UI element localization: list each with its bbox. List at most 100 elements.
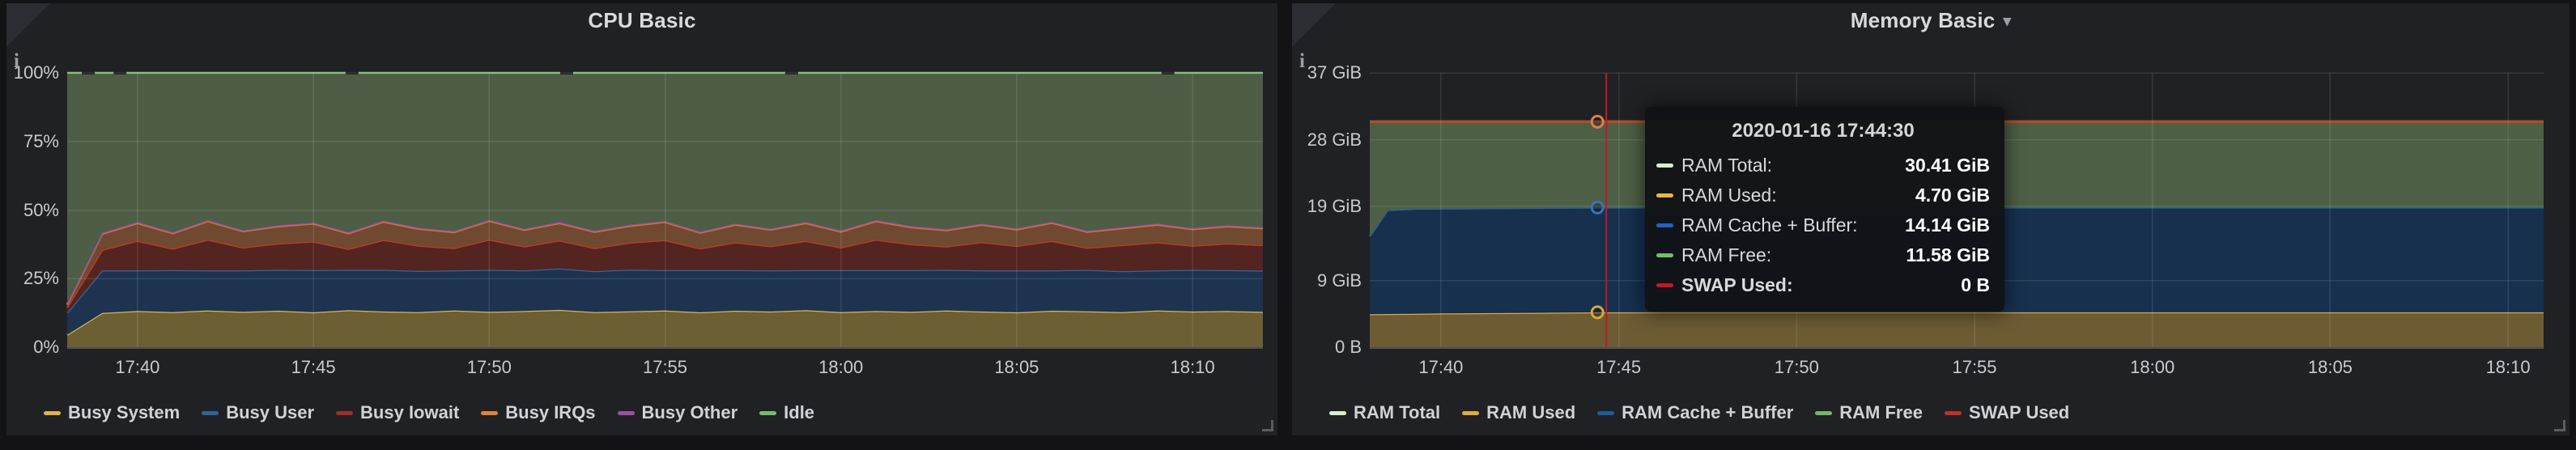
x-axis-tick-label: 18:00 xyxy=(818,357,864,377)
tooltip-series-swatch xyxy=(1656,253,1673,257)
panel-info-corner[interactable]: i xyxy=(6,3,50,72)
legend-label: RAM Cache + Buffer xyxy=(1622,402,1794,422)
legend-color-swatch xyxy=(1329,410,1346,415)
legend-item-busy-irqs[interactable]: Busy IRQs xyxy=(481,402,596,423)
cpu-chart-plot[interactable] xyxy=(6,3,1277,435)
tooltip-series-label: RAM Free: xyxy=(1681,244,1772,265)
tooltip-series-swatch xyxy=(1656,163,1673,168)
plot-areas xyxy=(66,71,1264,347)
legend-color-swatch xyxy=(336,410,354,415)
legend-item-ram-total[interactable]: RAM Total xyxy=(1329,402,1440,423)
tooltip-series-swatch xyxy=(1656,193,1673,197)
legend-color-swatch xyxy=(202,410,219,415)
panel-cpu-basic: i CPU Basic 0% 25% 50% 75% 100% 17:40 17:45 17:… xyxy=(6,3,1277,435)
info-icon: i xyxy=(1299,50,1305,72)
tooltip-row: SWAP Used: 0 B xyxy=(1656,270,1990,300)
panel-info-corner[interactable]: i xyxy=(1292,3,1336,72)
legend-label: RAM Used xyxy=(1486,402,1576,422)
y-axis-tick-label: 19 GiB xyxy=(1307,195,1362,216)
legend-label: Busy System xyxy=(68,402,181,422)
y-axis-tick-label: 0 B xyxy=(1334,337,1362,357)
legend-color-swatch xyxy=(481,410,499,415)
tooltip-row: RAM Total: 30.41 GiB xyxy=(1656,151,1990,180)
legend-item-idle[interactable]: Idle xyxy=(759,402,814,423)
tooltip-timestamp: 2020-01-16 17:44:30 xyxy=(1732,120,1915,142)
hover-points xyxy=(1590,114,1605,320)
x-axis-tick-label: 17:40 xyxy=(1418,357,1464,377)
x-axis-tick-label: 17:45 xyxy=(1596,357,1642,377)
area-ram-used xyxy=(1370,312,2544,347)
info-icon: i xyxy=(14,50,19,72)
tooltip-series-value: 4.70 GiB xyxy=(1915,185,1990,206)
area-busy-irqs xyxy=(67,221,1263,308)
y-axis-tick-label: 37 GiB xyxy=(1307,62,1362,83)
tooltip-series-value: 11.58 GiB xyxy=(1906,244,1990,265)
x-axis-tick-label: 17:55 xyxy=(1952,357,1997,377)
legend-color-swatch xyxy=(759,410,777,415)
legend-label: Busy Other xyxy=(641,402,738,422)
y-axis-tick-label: 50% xyxy=(23,199,59,220)
legend-item-ram-used[interactable]: RAM Used xyxy=(1462,402,1575,423)
legend-item-ram-cache-buffer[interactable]: RAM Cache + Buffer xyxy=(1597,402,1793,423)
tooltip-row: RAM Used: 4.70 GiB xyxy=(1656,180,1990,210)
panel-title-text: Memory Basic xyxy=(1850,8,1996,32)
legend-item-busy-user[interactable]: Busy User xyxy=(202,402,314,423)
x-axis-tick-label: 17:45 xyxy=(291,357,336,377)
x-axis-tick-label: 17:50 xyxy=(1774,357,1819,377)
legend-item-busy-other[interactable]: Busy Other xyxy=(617,402,738,423)
legend-item-ram-free[interactable]: RAM Free xyxy=(1815,402,1923,423)
y-axis-tick-label: 75% xyxy=(23,130,59,151)
legend-color-swatch xyxy=(1462,410,1480,415)
legend-item-swap-used[interactable]: SWAP Used xyxy=(1944,402,2070,423)
panel-title[interactable]: Memory Basic ▾ xyxy=(1292,8,2570,33)
tooltip-row: RAM Cache + Buffer: 14.14 GiB xyxy=(1656,210,1990,240)
chevron-down-icon: ▾ xyxy=(2003,13,2012,30)
y-axis-tick-label: 0% xyxy=(33,337,59,357)
legend-item-busy-iowait[interactable]: Busy Iowait xyxy=(336,402,459,423)
area-busy-user xyxy=(67,268,1263,335)
tooltip-series-label: RAM Used: xyxy=(1681,185,1777,206)
tooltip-series-value: 14.14 GiB xyxy=(1905,214,1990,236)
x-axis-tick-label: 17:40 xyxy=(115,357,160,377)
legend-label: SWAP Used xyxy=(1968,402,2070,422)
x-axis-tick-label: 18:05 xyxy=(2307,357,2353,377)
tooltip-series-label: RAM Cache + Buffer: xyxy=(1681,214,1858,236)
area-idle xyxy=(67,73,1263,304)
tooltip-series-swatch xyxy=(1656,223,1673,227)
x-axis-tick-label: 18:10 xyxy=(2485,357,2531,377)
gridlines xyxy=(67,72,1263,349)
tooltip-series-value: 30.41 GiB xyxy=(1905,155,1990,176)
panel-resize-handle[interactable] xyxy=(2554,420,2565,431)
area-busy-iowait xyxy=(67,240,1263,313)
legend-color-swatch xyxy=(1944,410,1962,415)
panel-title[interactable]: CPU Basic xyxy=(6,8,1277,33)
tooltip: 2020-01-16 17:44:30 RAM Total: 30.41 GiB R… xyxy=(1645,107,2004,312)
legend-label: Busy User xyxy=(226,402,315,422)
y-axis-tick-label: 28 GiB xyxy=(1307,129,1362,150)
legend-color-swatch xyxy=(617,410,635,415)
panel-title-text: CPU Basic xyxy=(588,8,696,32)
legend-label: Busy Iowait xyxy=(360,402,460,422)
legend-label: Idle xyxy=(784,402,815,422)
panel-resize-handle[interactable] xyxy=(1262,420,1273,431)
x-axis-tick-label: 18:00 xyxy=(2130,357,2175,377)
y-axis-tick-label: 9 GiB xyxy=(1316,270,1362,291)
legend-color-swatch xyxy=(1597,410,1615,415)
legend-label: RAM Total xyxy=(1354,402,1441,422)
legend-color-swatch xyxy=(44,410,61,415)
x-axis-tick-label: 17:55 xyxy=(642,357,688,377)
tooltip-series-label: SWAP Used: xyxy=(1681,274,1793,295)
y-axis-tick-label: 100% xyxy=(13,62,59,83)
legend-color-swatch xyxy=(1815,410,1833,415)
memory-legend: RAM Total RAM Used RAM Cache + Buffer RAM F… xyxy=(1329,400,2091,426)
panel-memory-basic: i Memory Basic ▾ 0 B 9 GiB 19 GiB 28 GiB 37 G… xyxy=(1292,3,2570,435)
tooltip-row: RAM Free: 11.58 GiB xyxy=(1656,240,1990,270)
x-axis-tick-label: 18:10 xyxy=(1170,357,1215,377)
cpu-legend: Busy System Busy User Busy Iowait Busy IRQs… xyxy=(44,400,836,426)
tooltip-series-label: RAM Total: xyxy=(1681,155,1773,176)
legend-label: RAM Free xyxy=(1839,402,1923,422)
x-axis-tick-label: 17:50 xyxy=(466,357,512,377)
legend-item-busy-system[interactable]: Busy System xyxy=(44,402,180,423)
legend-label: Busy IRQs xyxy=(505,402,596,422)
